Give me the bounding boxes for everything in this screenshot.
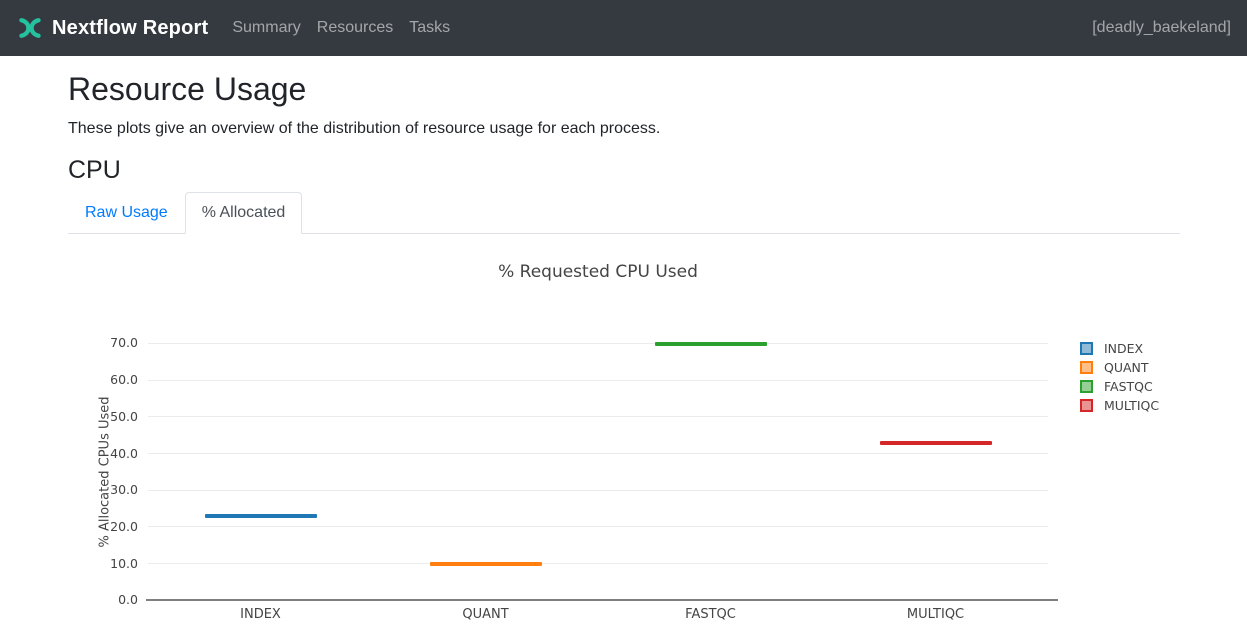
y-tick-label: 30.0 [110, 482, 138, 498]
legend-swatch-icon [1080, 399, 1093, 413]
navbar: Nextflow Report Summary Resources Tasks … [0, 0, 1247, 56]
nextflow-logo-icon [19, 18, 41, 38]
brand[interactable]: Nextflow Report [16, 14, 208, 42]
legend-item-index[interactable]: INDEX [1080, 339, 1159, 358]
tab-percent-allocated[interactable]: % Allocated [184, 192, 303, 235]
cpu-allocated-chart: % Requested CPU Used % Allocated CPUs Us… [68, 234, 1180, 631]
page-description: These plots give an overview of the dist… [68, 120, 661, 138]
box-trace-index[interactable] [204, 514, 317, 519]
chart-legend: INDEX QUANT FASTQC MULTIQC [1080, 339, 1159, 415]
legend-item-fastqc[interactable]: FASTQC [1080, 377, 1159, 396]
main-content: Resource Usage These plots give an overv… [0, 56, 1247, 631]
x-tick-label: INDEX [240, 607, 281, 623]
box-trace-quant[interactable] [429, 562, 542, 567]
nav-item-tasks[interactable]: Tasks [409, 19, 451, 36]
gridline [148, 526, 1048, 528]
y-tick-label: 60.0 [110, 372, 138, 388]
box-trace-multiqc[interactable] [879, 441, 992, 446]
gridline [148, 379, 1048, 381]
gridline [148, 342, 1048, 344]
y-tick-label: 0.0 [118, 592, 138, 608]
nav-item-summary[interactable]: Summary [232, 19, 301, 36]
gridline [148, 416, 1048, 418]
legend-item-quant[interactable]: QUANT [1080, 358, 1159, 377]
legend-swatch-icon [1080, 361, 1093, 375]
legend-item-multiqc[interactable]: MULTIQC [1080, 396, 1159, 415]
x-tick-label: MULTIQC [906, 607, 965, 623]
brand-title: Nextflow Report [52, 16, 209, 39]
nav-item-resources[interactable]: Resources [316, 19, 394, 36]
page-title: Resource Usage [68, 71, 307, 107]
x-tick-label: FASTQC [685, 607, 736, 623]
section-title-cpu: CPU [68, 156, 121, 185]
y-tick-label: 20.0 [110, 518, 138, 534]
navbar-links: Summary Resources Tasks [224, 11, 458, 45]
y-tick-label: 70.0 [110, 335, 138, 351]
legend-swatch-icon [1080, 342, 1093, 356]
box-trace-fastqc[interactable] [654, 342, 767, 347]
cpu-tabs: Raw Usage % Allocated [68, 192, 1180, 235]
y-tick-label: 40.0 [110, 445, 138, 461]
legend-swatch-icon [1080, 380, 1093, 394]
gridline [148, 563, 1048, 565]
legend-label: FASTQC [1104, 379, 1153, 395]
x-tick-label: QUANT [462, 607, 509, 623]
gridline [148, 489, 1048, 491]
legend-label: MULTIQC [1104, 398, 1160, 414]
gridline [148, 453, 1048, 455]
y-tick-label: 10.0 [110, 555, 138, 571]
y-tick-label: 50.0 [110, 408, 138, 424]
tab-raw-usage[interactable]: Raw Usage [85, 204, 168, 222]
x-axis-line [146, 599, 1058, 602]
run-name: [deadly_baekeland] [1092, 19, 1231, 36]
legend-label: INDEX [1104, 341, 1144, 357]
legend-label: QUANT [1104, 360, 1149, 376]
chart-title: % Requested CPU Used [498, 262, 698, 283]
